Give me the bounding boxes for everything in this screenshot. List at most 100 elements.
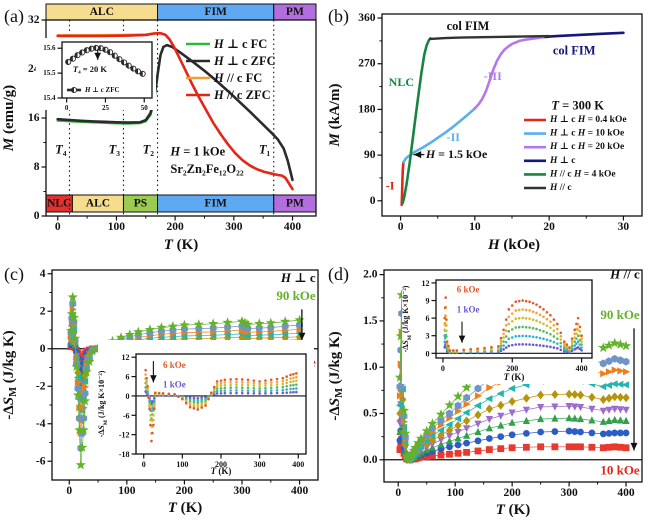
svg-text:col FIM: col FIM bbox=[553, 44, 596, 58]
svg-text:0: 0 bbox=[426, 349, 430, 358]
svg-text:1.5: 1.5 bbox=[363, 315, 378, 327]
svg-text:-6: -6 bbox=[123, 411, 130, 420]
svg-text:100: 100 bbox=[108, 221, 126, 233]
svg-text:H ⊥ c FC: H ⊥ c FC bbox=[213, 37, 267, 51]
svg-text:ALC: ALC bbox=[90, 6, 114, 18]
svg-text:-2: -2 bbox=[36, 380, 46, 392]
svg-text:8: 8 bbox=[34, 161, 40, 173]
svg-text:12: 12 bbox=[122, 353, 130, 362]
svg-text:-ΔSM (J/kg K×10⁻²): -ΔSM (J/kg K×10⁻²) bbox=[401, 285, 413, 352]
svg-text:col FIM: col FIM bbox=[447, 19, 490, 33]
svg-text:H ⊥ c H = 0.4 kOe: H ⊥ c H = 0.4 kOe bbox=[549, 115, 627, 125]
svg-text:-6: -6 bbox=[36, 455, 46, 467]
svg-text:0: 0 bbox=[34, 210, 40, 222]
svg-text:12: 12 bbox=[422, 278, 430, 287]
svg-text:180: 180 bbox=[358, 103, 376, 115]
svg-text:16: 16 bbox=[28, 112, 40, 124]
svg-text:200: 200 bbox=[506, 364, 518, 373]
svg-text:100: 100 bbox=[447, 487, 465, 499]
svg-text:-ΔSM (J/kg K×10⁻²): -ΔSM (J/kg K×10⁻²) bbox=[97, 370, 109, 437]
svg-text:300: 300 bbox=[233, 485, 251, 497]
svg-text:-ΔSM (J/kg K): -ΔSM (J/kg K) bbox=[327, 331, 345, 420]
panel-c-label: (c) bbox=[4, 264, 24, 284]
svg-text:-III: -III bbox=[484, 69, 502, 83]
panel-b-label: (b) bbox=[328, 6, 349, 26]
svg-text:50: 50 bbox=[141, 104, 149, 112]
svg-text:300: 300 bbox=[254, 460, 266, 469]
svg-text:0: 0 bbox=[40, 343, 46, 355]
svg-text:0: 0 bbox=[126, 391, 130, 400]
svg-text:H (kOe): H (kOe) bbox=[487, 237, 540, 253]
panel-c: (c) 0 100 200 300 400 -6 -4 -2 0 2 4 T (K) -ΔSM (J/k… bbox=[0, 258, 324, 520]
svg-text:H // c ZFC: H // c ZFC bbox=[213, 88, 271, 102]
svg-text:6 kOe: 6 kOe bbox=[457, 284, 480, 294]
svg-text:M (emu/g): M (emu/g) bbox=[1, 85, 17, 152]
svg-text:300: 300 bbox=[560, 487, 578, 499]
svg-text:T₄: T₄ bbox=[55, 143, 67, 157]
svg-text:T (K): T (K) bbox=[164, 237, 199, 253]
svg-text:H // c: H // c bbox=[609, 266, 640, 281]
svg-text:Sr₂Zn₂Fe₁₂O₂₂: Sr₂Zn₂Fe₁₂O₂₂ bbox=[170, 162, 243, 176]
svg-text:32: 32 bbox=[28, 14, 40, 26]
svg-text:H // c FC: H // c FC bbox=[213, 71, 262, 85]
svg-text:100: 100 bbox=[176, 460, 188, 469]
svg-text:FIM: FIM bbox=[204, 6, 227, 18]
svg-text:PM: PM bbox=[286, 6, 304, 18]
svg-text:300: 300 bbox=[225, 221, 243, 233]
svg-text:90: 90 bbox=[364, 149, 376, 161]
svg-text:15.6: 15.6 bbox=[43, 44, 56, 52]
svg-text:-18: -18 bbox=[119, 450, 130, 459]
svg-text:6: 6 bbox=[426, 314, 430, 323]
svg-text:1 kOe: 1 kOe bbox=[457, 304, 480, 314]
svg-text:H // c: H // c bbox=[549, 183, 572, 193]
svg-text:T (K): T (K) bbox=[211, 466, 232, 476]
svg-text:PS: PS bbox=[134, 198, 147, 210]
svg-text:270: 270 bbox=[358, 58, 376, 70]
svg-text:2: 2 bbox=[40, 305, 46, 317]
svg-text:100: 100 bbox=[118, 485, 136, 497]
svg-text:400: 400 bbox=[284, 221, 302, 233]
svg-text:2.0: 2.0 bbox=[363, 269, 378, 281]
svg-text:H ⊥ c ZFC: H ⊥ c ZFC bbox=[84, 86, 120, 94]
svg-text:10 kOe: 10 kOe bbox=[600, 463, 640, 478]
panel-b-chart: 0 10 20 30 0 90 180 270 360 H (kOe) M (kA/m) H ⊥ c … bbox=[327, 12, 643, 253]
svg-text:200: 200 bbox=[176, 485, 194, 497]
svg-text:15.4: 15.4 bbox=[43, 94, 56, 102]
svg-text:200: 200 bbox=[215, 460, 227, 469]
svg-text:T (K): T (K) bbox=[504, 372, 525, 382]
svg-text:25: 25 bbox=[102, 104, 110, 112]
svg-text:3: 3 bbox=[426, 331, 430, 340]
svg-text:-II: -II bbox=[447, 130, 461, 144]
svg-text:-12: -12 bbox=[119, 430, 130, 439]
svg-text:H ⊥ c H = 10 kOe: H ⊥ c H = 10 kOe bbox=[549, 129, 624, 139]
svg-text:PM: PM bbox=[286, 198, 304, 210]
svg-text:200: 200 bbox=[167, 221, 185, 233]
svg-text:T₄ = 20 K: T₄ = 20 K bbox=[73, 64, 107, 74]
svg-text:T₁: T₁ bbox=[259, 143, 271, 157]
svg-text:0: 0 bbox=[142, 460, 146, 469]
svg-text:H // c H = 4 kOe: H // c H = 4 kOe bbox=[549, 169, 616, 179]
panel-a-chart: ALC FIM PM NLC ALC PS FIM PM T₄ T₃ T₂ T₁ 0 100 200 300 4… bbox=[1, 3, 317, 253]
svg-text:6 kOe: 6 kOe bbox=[163, 360, 186, 370]
svg-text:0: 0 bbox=[370, 195, 376, 207]
svg-text:200: 200 bbox=[504, 487, 522, 499]
svg-text:0: 0 bbox=[55, 221, 61, 233]
svg-text:M (kA/m): M (kA/m) bbox=[327, 84, 343, 148]
panel-a-label: (a) bbox=[4, 6, 24, 26]
svg-text:H = 1.5 kOe: H = 1.5 kOe bbox=[425, 147, 488, 161]
svg-text:20: 20 bbox=[543, 221, 555, 233]
svg-text:T₃: T₃ bbox=[109, 143, 121, 157]
panel-a: (a) ALC FIM PM NLC ALC PS FIM PM T₄ T₃ T₂ T₁ 0 100 200… bbox=[0, 0, 324, 258]
panel-d: (d) 0 100 200 300 400 0.0 0.5 1.0 1.5 2.0 T (K) -ΔS… bbox=[324, 258, 648, 520]
svg-text:H ⊥ c H = 20 kOe: H ⊥ c H = 20 kOe bbox=[549, 142, 624, 152]
svg-text:NLC: NLC bbox=[389, 75, 414, 89]
svg-text:1.0: 1.0 bbox=[363, 361, 378, 373]
svg-text:-ΔSM (J/kg K): -ΔSM (J/kg K) bbox=[1, 330, 19, 419]
svg-text:FIM: FIM bbox=[204, 198, 227, 210]
svg-text:6: 6 bbox=[126, 372, 130, 381]
svg-text:90 kOe: 90 kOe bbox=[600, 307, 640, 322]
svg-text:T (K): T (K) bbox=[168, 500, 203, 516]
svg-text:0: 0 bbox=[398, 221, 404, 233]
